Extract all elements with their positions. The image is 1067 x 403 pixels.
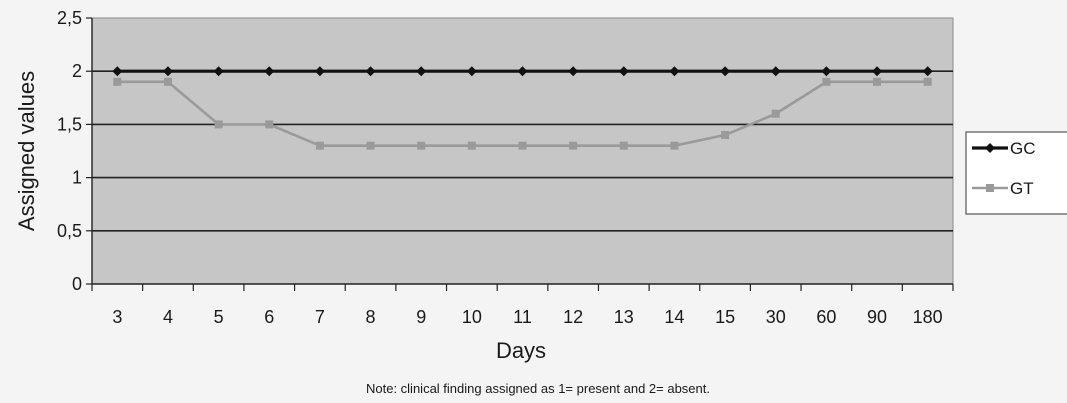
data-point-gt (467, 141, 476, 150)
data-point-gt (366, 141, 375, 150)
x-tick-label: 5 (214, 307, 224, 327)
legend-box (965, 131, 1067, 215)
data-point-gt (265, 120, 274, 129)
x-tick-label: 4 (163, 307, 173, 327)
x-tick-label: 13 (614, 307, 634, 327)
legend-label-gc: GC (1010, 139, 1036, 158)
axes (86, 17, 954, 291)
x-tick-label: 10 (462, 307, 482, 327)
data-point-gt (721, 131, 730, 140)
data-point-gc (365, 66, 376, 77)
x-tick-label: 30 (766, 307, 786, 327)
x-tick-label: 7 (315, 307, 325, 327)
data-point-gc (466, 66, 477, 77)
data-point-gt (670, 141, 679, 150)
y-tick-label: 0 (72, 274, 82, 294)
data-point-gt (771, 109, 780, 118)
data-point-gt (417, 141, 426, 150)
x-tick-label: 8 (366, 307, 376, 327)
y-tick-label: 1,5 (57, 114, 82, 134)
x-tick-label: 15 (715, 307, 735, 327)
plot-area (91, 17, 954, 285)
y-tick-label: 2,5 (57, 8, 82, 28)
data-point-gt (163, 77, 172, 86)
x-tick-label: 12 (563, 307, 583, 327)
y-tick-labels: 0 0,5 1 1,5 2 2,5 (57, 8, 82, 294)
data-point-gc (416, 66, 427, 77)
x-tick-label: 180 (913, 307, 943, 327)
data-point-gc (314, 66, 325, 77)
x-tick-labels: 3 4 5 6 7 8 9 10 11 12 13 14 15 30 60 90 180 (112, 307, 942, 327)
y-axis-title: Assigned values (14, 71, 39, 231)
data-point-gt (113, 77, 122, 86)
x-tick-label: 3 (112, 307, 122, 327)
x-tick-label: 14 (664, 307, 684, 327)
data-point-gc (112, 66, 123, 77)
data-point-gc (162, 66, 173, 77)
data-point-gc (618, 66, 629, 77)
series-layer (112, 66, 933, 150)
data-point-gt (569, 141, 578, 150)
data-point-gt (923, 77, 932, 86)
data-point-gt (619, 141, 628, 150)
data-point-gc (821, 66, 832, 77)
x-tick-label: 60 (816, 307, 836, 327)
x-axis-title: Days (496, 338, 546, 363)
data-point-gc (213, 66, 224, 77)
legend-label-gt: GT (1010, 179, 1034, 198)
data-point-gt (873, 77, 882, 86)
chart-note: Note: clinical finding assigned as 1= pr… (366, 381, 710, 396)
data-point-gt (822, 77, 831, 86)
data-point-gt (214, 120, 223, 129)
y-tick-label: 1 (72, 168, 82, 188)
data-point-gc (264, 66, 275, 77)
legend-marker-gt (986, 184, 994, 192)
data-point-gc (517, 66, 528, 77)
legend: GC GT (965, 131, 1067, 215)
data-point-gc (872, 66, 883, 77)
data-point-gc (568, 66, 579, 77)
x-tick-label: 9 (416, 307, 426, 327)
data-point-gt (518, 141, 527, 150)
y-tick-label: 0,5 (57, 221, 82, 241)
data-point-gc (922, 66, 933, 77)
data-point-gc (720, 66, 731, 77)
x-tick-label: 11 (513, 307, 532, 327)
legend-marker-gc (985, 143, 995, 153)
x-tick-label: 90 (867, 307, 887, 327)
x-tick-label: 6 (264, 307, 274, 327)
data-point-gc (669, 66, 680, 77)
data-point-gt (315, 141, 324, 150)
data-point-gc (770, 66, 781, 77)
y-tick-label: 2 (72, 61, 82, 81)
